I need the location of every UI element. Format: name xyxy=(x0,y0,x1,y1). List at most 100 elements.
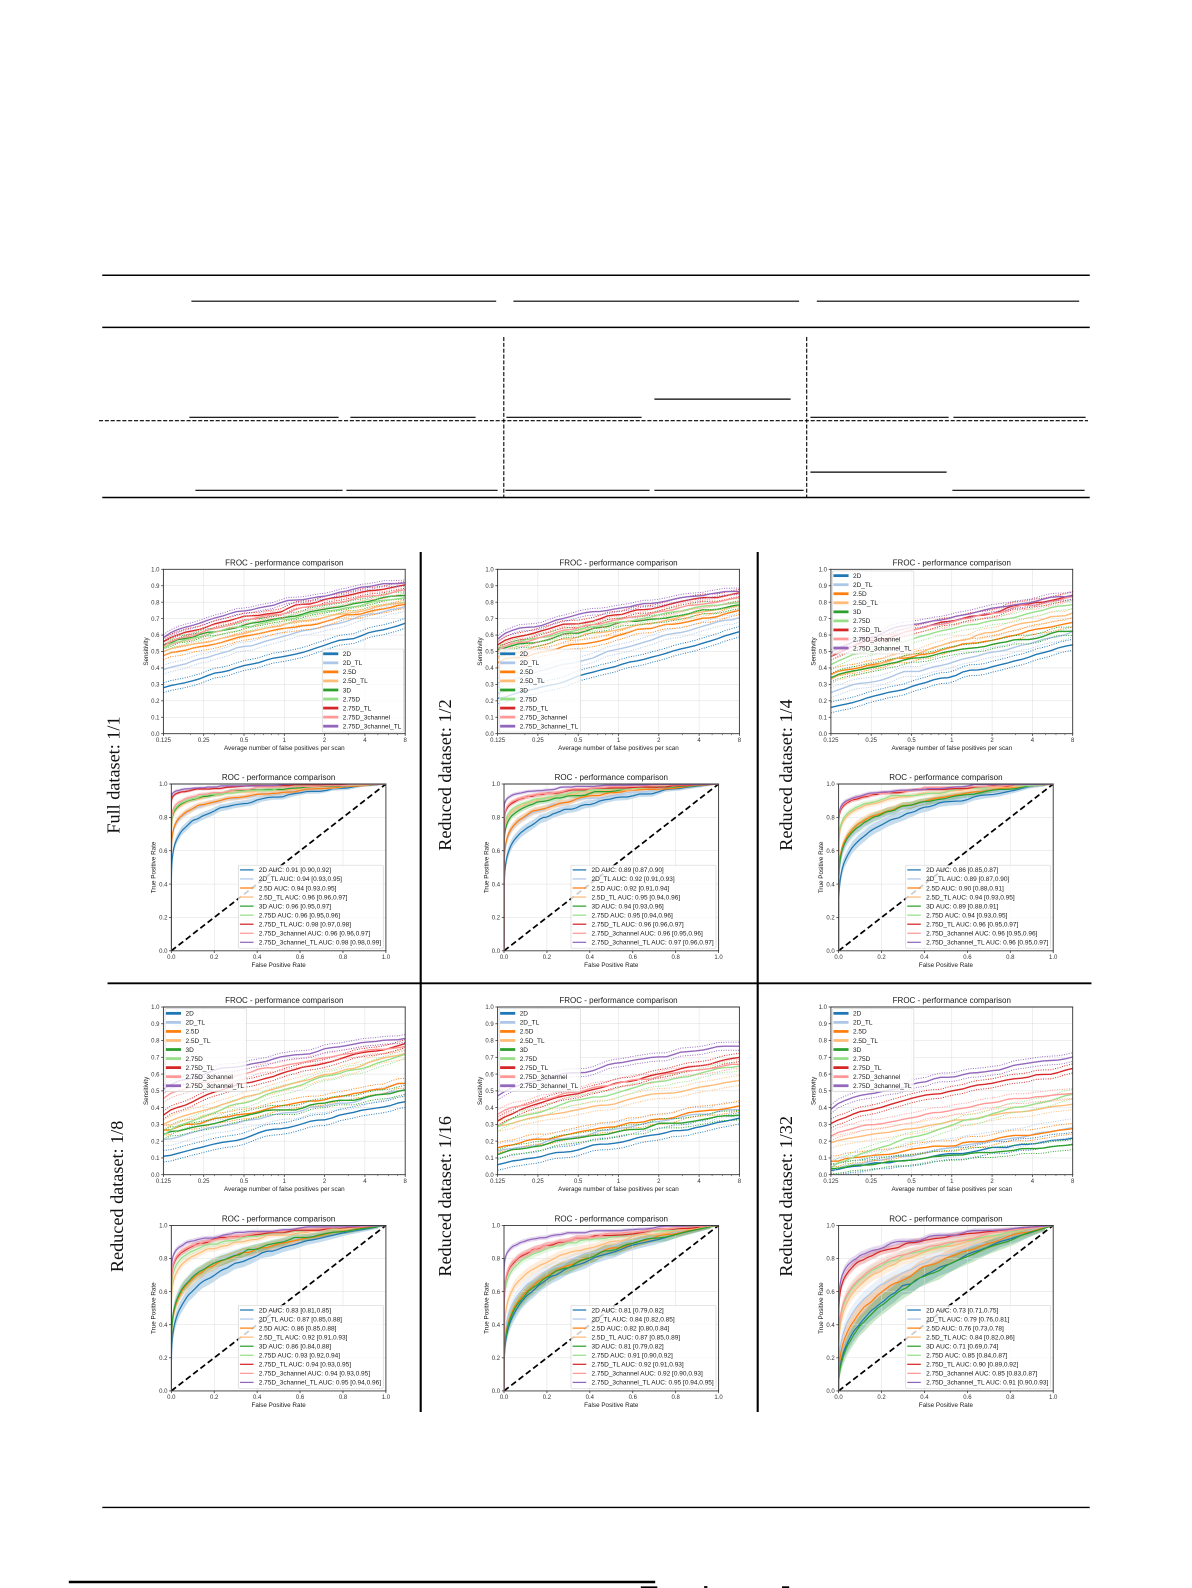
svg-text:1.0: 1.0 xyxy=(159,1224,168,1230)
svg-text:True Positive Rate: True Positive Rate xyxy=(818,841,825,893)
svg-text:2.5D_TL: 2.5D_TL xyxy=(343,678,368,685)
svg-text:0.9: 0.9 xyxy=(819,1022,828,1028)
svg-text:0.5: 0.5 xyxy=(819,1089,828,1095)
svg-text:2D_TL AUC: 0.79 [0.76,0.81]: 2D_TL AUC: 0.79 [0.76,0.81] xyxy=(926,1316,1009,1323)
svg-text:2.5D AUC: 0.92 [0.91,0.94]: 2.5D AUC: 0.92 [0.91,0.94] xyxy=(591,885,669,892)
svg-text:0.4: 0.4 xyxy=(151,1106,160,1112)
svg-text:2.75D_TL: 2.75D_TL xyxy=(186,1065,215,1072)
svg-text:2.5D: 2.5D xyxy=(520,1029,534,1036)
svg-text:Average number of false positi: Average number of false positives per sc… xyxy=(224,745,345,752)
svg-text:2: 2 xyxy=(657,1179,661,1185)
svg-text:0.6: 0.6 xyxy=(296,1395,305,1401)
svg-text:Sensitivity: Sensitivity xyxy=(810,636,817,665)
svg-text:2.5D_TL: 2.5D_TL xyxy=(853,600,878,607)
svg-text:0.2: 0.2 xyxy=(492,1356,501,1362)
svg-text:0.3: 0.3 xyxy=(819,683,828,689)
svg-text:0.4: 0.4 xyxy=(492,882,501,888)
svg-text:2.75D_TL: 2.75D_TL xyxy=(520,705,549,712)
svg-text:2.5D_TL: 2.5D_TL xyxy=(520,678,545,685)
svg-text:0.6: 0.6 xyxy=(819,633,828,639)
svg-text:3D: 3D xyxy=(853,609,862,616)
svg-text:0.0: 0.0 xyxy=(167,1395,176,1401)
svg-text:0.2: 0.2 xyxy=(492,916,501,922)
svg-text:False Positive Rate: False Positive Rate xyxy=(251,1402,306,1409)
svg-text:2.75D_3channel: 2.75D_3channel xyxy=(343,714,391,721)
svg-text:0.0: 0.0 xyxy=(819,1173,828,1179)
svg-text:0.4: 0.4 xyxy=(586,955,595,961)
svg-text:2.75D_3channel_TL AUC: 0.97 [0: 2.75D_3channel_TL AUC: 0.97 [0.96,0.97] xyxy=(591,940,713,947)
svg-text:0.6: 0.6 xyxy=(159,849,168,855)
svg-text:2.75D_3channel: 2.75D_3channel xyxy=(520,1074,568,1081)
svg-text:8: 8 xyxy=(404,1179,408,1185)
svg-text:FROC - performance comparison: FROC - performance comparison xyxy=(225,996,343,1005)
svg-text:0.25: 0.25 xyxy=(865,1179,877,1185)
svg-text:0.8: 0.8 xyxy=(339,1395,348,1401)
svg-text:3D AUC: 0.81 [0.79,0.82]: 3D AUC: 0.81 [0.79,0.82] xyxy=(591,1343,663,1350)
svg-text:0.2: 0.2 xyxy=(210,1395,219,1401)
svg-text:0.7: 0.7 xyxy=(151,617,160,623)
svg-text:1.0: 1.0 xyxy=(485,1005,494,1011)
svg-text:0.8: 0.8 xyxy=(1006,955,1015,961)
svg-text:0.0: 0.0 xyxy=(159,1389,168,1395)
svg-text:ROC - performance comparison: ROC - performance comparison xyxy=(555,1215,668,1224)
svg-text:0.0: 0.0 xyxy=(826,1389,835,1395)
svg-text:0.6: 0.6 xyxy=(963,955,972,961)
svg-text:2.75D_TL: 2.75D_TL xyxy=(520,1065,549,1072)
svg-text:0.7: 0.7 xyxy=(485,1055,494,1061)
svg-text:2.75D_3channel_TL: 2.75D_3channel_TL xyxy=(853,645,912,652)
svg-text:2.75D_TL AUC: 0.96 [0.95,0.97]: 2.75D_TL AUC: 0.96 [0.95,0.97] xyxy=(926,921,1018,928)
svg-text:0.9: 0.9 xyxy=(485,584,494,590)
svg-text:2.5D_TL AUC: 0.84 [0.82,0.86]: 2.5D_TL AUC: 0.84 [0.82,0.86] xyxy=(926,1334,1015,1341)
svg-text:Full dataset: 1/1: Full dataset: 1/1 xyxy=(103,716,123,833)
svg-text:0.6: 0.6 xyxy=(629,955,638,961)
svg-text:1.0: 1.0 xyxy=(151,1005,160,1011)
svg-text:0.8: 0.8 xyxy=(151,1039,160,1045)
svg-text:0.5: 0.5 xyxy=(240,1179,249,1185)
svg-text:2.75D_TL AUC: 0.92 [0.91,0.93]: 2.75D_TL AUC: 0.92 [0.91,0.93] xyxy=(591,1362,683,1369)
svg-text:0.1: 0.1 xyxy=(151,1156,160,1162)
svg-text:0.5: 0.5 xyxy=(907,1179,916,1185)
svg-text:0.2: 0.2 xyxy=(210,955,219,961)
svg-text:0.7: 0.7 xyxy=(819,617,828,623)
svg-text:4: 4 xyxy=(363,738,367,744)
svg-text:0.4: 0.4 xyxy=(253,1395,262,1401)
svg-text:2.75D_3channel: 2.75D_3channel xyxy=(853,636,901,643)
svg-text:2.75D_3channel: 2.75D_3channel xyxy=(520,714,568,721)
svg-text:0.8: 0.8 xyxy=(485,1039,494,1045)
svg-text:0.6: 0.6 xyxy=(159,1290,168,1296)
svg-text:2.5D: 2.5D xyxy=(520,669,534,676)
svg-text:1.0: 1.0 xyxy=(826,1224,835,1230)
svg-text:2.75D AUC: 0.93 [0.92,0.94]: 2.75D AUC: 0.93 [0.92,0.94] xyxy=(259,1353,340,1360)
svg-text:1.0: 1.0 xyxy=(1049,955,1058,961)
svg-text:0.0: 0.0 xyxy=(826,949,835,955)
svg-text:Average number of false positi: Average number of false positives per sc… xyxy=(558,1186,679,1193)
svg-text:2.75D_3channel_TL: 2.75D_3channel_TL xyxy=(186,1083,245,1090)
svg-text:0.0: 0.0 xyxy=(819,732,828,738)
svg-text:0.4: 0.4 xyxy=(819,666,828,672)
svg-text:2.75D_3channel_TL: 2.75D_3channel_TL xyxy=(853,1083,912,1090)
svg-text:3D AUC: 0.96 [0.95,0.97]: 3D AUC: 0.96 [0.95,0.97] xyxy=(259,903,331,910)
svg-text:0.8: 0.8 xyxy=(826,816,835,822)
svg-text:0.2: 0.2 xyxy=(151,699,160,705)
svg-text:0.2: 0.2 xyxy=(151,1139,160,1145)
svg-text:2D: 2D xyxy=(853,1011,862,1018)
svg-text:2.75D_3channel_TL: 2.75D_3channel_TL xyxy=(343,723,402,730)
svg-text:0.6: 0.6 xyxy=(151,633,160,639)
svg-text:Average number of false positi: Average number of false positives per sc… xyxy=(891,745,1012,752)
svg-text:2.75D_TL AUC: 0.96 [0.96,0.97]: 2.75D_TL AUC: 0.96 [0.96,0.97] xyxy=(591,921,683,928)
svg-text:2.75D_3channel_TL AUC: 0.91 [0: 2.75D_3channel_TL AUC: 0.91 [0.90,0.93] xyxy=(926,1380,1048,1387)
svg-text:Reduced dataset: 1/32: Reduced dataset: 1/32 xyxy=(776,1116,796,1277)
svg-text:0.2: 0.2 xyxy=(543,1395,552,1401)
svg-text:2.75D AUC: 0.94 [0.93,0.95]: 2.75D AUC: 0.94 [0.93,0.95] xyxy=(926,912,1007,919)
svg-text:0.9: 0.9 xyxy=(151,584,160,590)
svg-text:1: 1 xyxy=(950,738,954,744)
svg-text:0.0: 0.0 xyxy=(159,949,168,955)
svg-text:1: 1 xyxy=(283,738,287,744)
svg-text:4: 4 xyxy=(697,1179,701,1185)
svg-text:FROC - performance comparison: FROC - performance comparison xyxy=(893,996,1011,1005)
svg-text:2: 2 xyxy=(323,1179,327,1185)
svg-text:8: 8 xyxy=(404,738,408,744)
svg-text:ROC - performance comparison: ROC - performance comparison xyxy=(222,773,335,782)
svg-text:Reduced dataset: 1/8: Reduced dataset: 1/8 xyxy=(107,1121,127,1273)
svg-text:2.5D_TL AUC: 0.96 [0.96,0.97]: 2.5D_TL AUC: 0.96 [0.96,0.97] xyxy=(259,894,348,901)
